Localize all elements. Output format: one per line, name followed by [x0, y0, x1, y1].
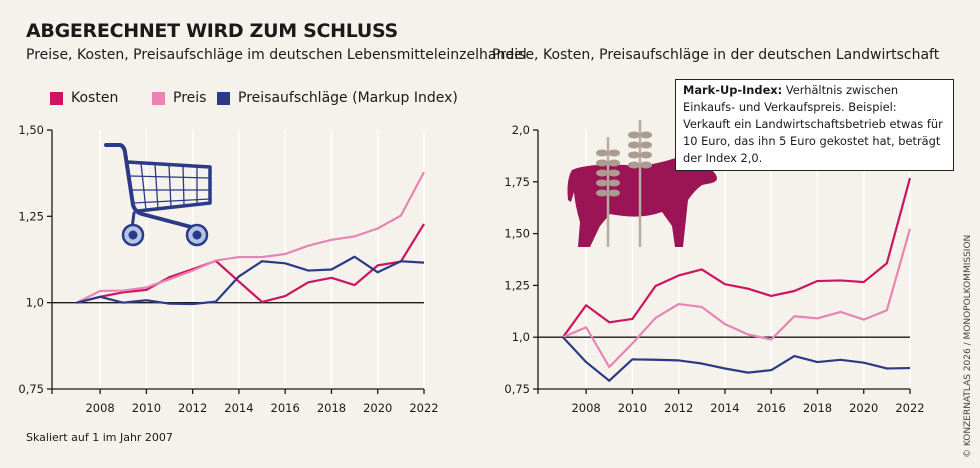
y-tick-label: 1,0: [512, 330, 530, 344]
legend-item-markup: Preisaufschläge (Markup Index): [217, 90, 458, 106]
legend-label-markup: Preisaufschläge (Markup Index): [238, 90, 458, 106]
x-tick-label: 2020: [363, 401, 392, 415]
y-tick-label: 1,50: [18, 123, 44, 137]
figure-title: ABGERECHNET WIRD ZUM SCHLUSS: [26, 20, 398, 42]
mark-up-index-info-box: Mark-Up-Index: Verhältnis zwischen Einka…: [675, 79, 954, 171]
x-tick-label: 2014: [710, 401, 739, 415]
x-tick-label: 2022: [895, 401, 924, 415]
cow-with-wheat-icon: [567, 120, 717, 247]
x-tick-label: 2022: [409, 401, 438, 415]
x-tick-label: 2010: [132, 401, 161, 415]
y-tick-label: 0,75: [504, 382, 530, 396]
source-credit: © KONZERNATLAS 2026 / MONOPOLKOMMISSION: [963, 234, 973, 458]
y-tick-label: 1,25: [504, 278, 530, 292]
x-tick-label: 2016: [757, 401, 786, 415]
shopping-cart-icon: [104, 143, 212, 247]
y-tick-label: 0,75: [18, 382, 44, 396]
left-chart-title: Preise, Kosten, Preisaufschläge im deuts…: [26, 47, 527, 63]
legend-item-kosten: Kosten: [50, 90, 118, 106]
series-line-preis: [562, 228, 912, 369]
x-tick-label: 2010: [618, 401, 647, 415]
x-tick-label: 2018: [803, 401, 832, 415]
x-tick-label: 2018: [317, 401, 346, 415]
x-tick-label: 2012: [664, 401, 693, 415]
y-tick-label: 1,75: [504, 175, 530, 189]
legend-swatch-kosten: [50, 91, 63, 105]
series-line-preis: [76, 171, 425, 304]
legend-label-preis: Preis: [173, 90, 207, 106]
legend-swatch-markup: [217, 91, 230, 105]
series-line-markup: [76, 255, 425, 306]
right-chart: 0,75 1,0 1,25 1,50 1,75 2,0 2008 2010 2012 2014 20…: [504, 123, 924, 415]
info-text: Verhältnis zwischen Einkaufs- und Verkau…: [683, 83, 943, 165]
x-tick-label: 2012: [178, 401, 207, 415]
x-tick-label: 2016: [271, 401, 300, 415]
x-tick-label: 2014: [224, 401, 253, 415]
y-tick-label: 1,50: [504, 227, 530, 241]
x-tick-label: 2020: [849, 401, 878, 415]
series-line-markup: [562, 336, 911, 382]
series-line-kosten: [562, 177, 912, 338]
y-tick-label: 2,0: [512, 123, 530, 137]
y-tick-label: 1,25: [18, 209, 44, 223]
legend-label-kosten: Kosten: [71, 90, 119, 106]
series-line-kosten: [76, 223, 425, 304]
info-term: Mark-Up-Index:: [683, 83, 783, 97]
x-tick-label: 2008: [571, 401, 600, 415]
right-chart-title: Preise, Kosten, Preisaufschläge in der d…: [492, 47, 940, 63]
y-tick-label: 1,0: [26, 296, 44, 310]
scale-note: Skaliert auf 1 im Jahr 2007: [26, 431, 173, 444]
legend-swatch-preis: [152, 91, 165, 105]
x-tick-label: 2008: [85, 401, 114, 415]
legend-item-preis: Preis: [152, 90, 206, 106]
left-chart: 0,75 1,0 1,25 1,50 2008 2010 2012 2014 2016 2018 2…: [18, 123, 438, 415]
